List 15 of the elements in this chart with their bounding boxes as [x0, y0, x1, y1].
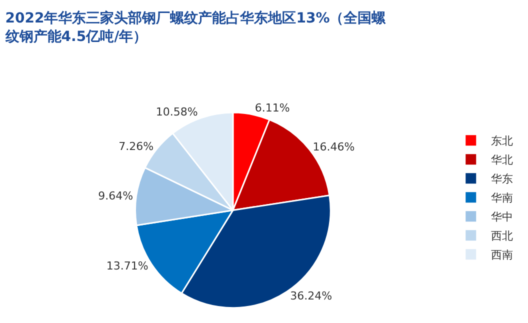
- legend-label: 华北: [490, 154, 513, 167]
- chart-title: 2022年华东三家头部钢厂螺纹产能占华东地区13%（全国螺纹钢产能4.5亿吨/年）: [4, 10, 387, 45]
- legend-label: 华中: [490, 210, 513, 224]
- legend-label: 东北: [490, 134, 513, 148]
- data-label: 6.11%: [254, 102, 290, 115]
- data-label: 10.58%: [156, 106, 198, 119]
- data-label: 7.26%: [118, 140, 154, 153]
- data-label: 13.71%: [106, 260, 148, 273]
- legend-label: 西北: [490, 230, 513, 243]
- data-label: 36.24%: [290, 290, 332, 303]
- data-label: 9.64%: [98, 189, 134, 202]
- legend-label: 华东: [490, 172, 513, 186]
- legend-label: 华南: [490, 192, 513, 205]
- legend-label: 西南: [490, 248, 513, 262]
- data-label: 16.46%: [312, 140, 355, 154]
